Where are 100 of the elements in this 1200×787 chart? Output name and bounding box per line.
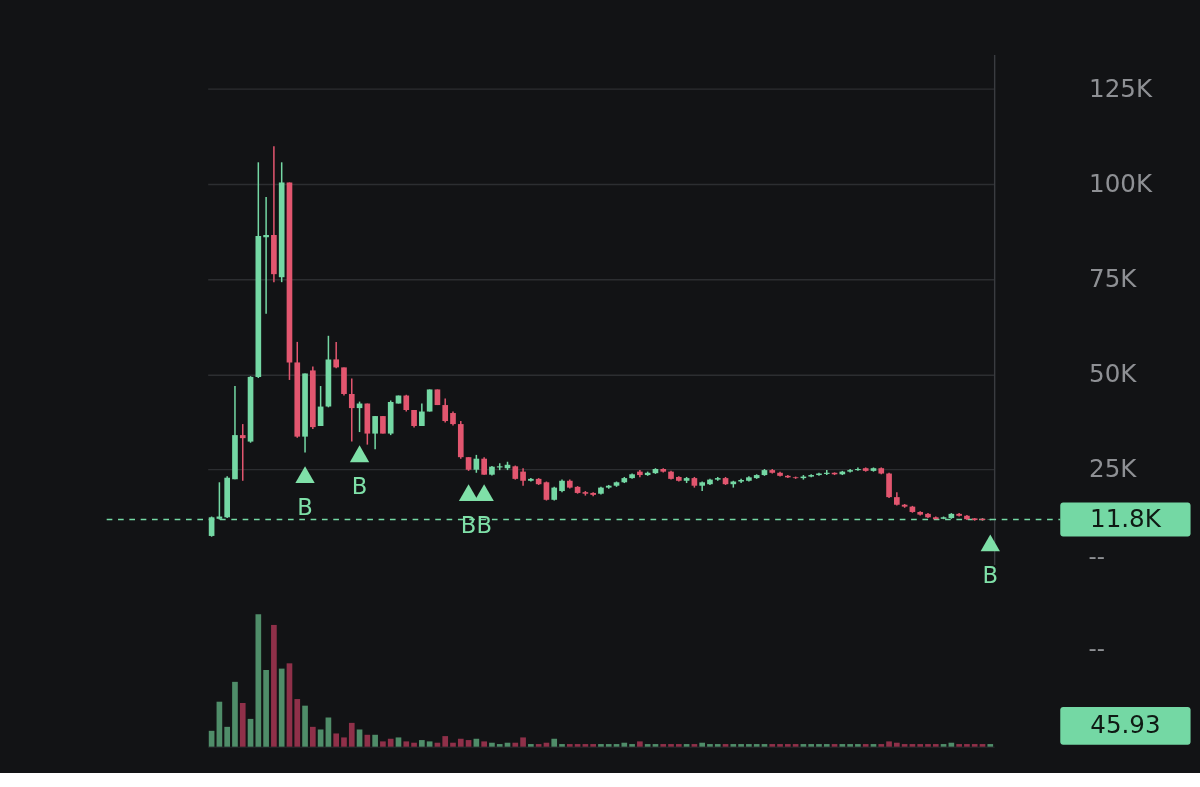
bar <box>372 734 378 747</box>
bar <box>668 744 674 747</box>
bar <box>660 744 667 747</box>
bar <box>948 742 955 747</box>
bar <box>761 744 768 747</box>
bar <box>426 741 433 747</box>
bar <box>691 744 698 747</box>
point <box>295 466 315 484</box>
bar <box>683 744 690 747</box>
bar <box>987 744 994 747</box>
bar <box>271 624 277 747</box>
bar <box>823 744 830 747</box>
bar <box>442 736 449 747</box>
bar <box>496 744 503 747</box>
bar <box>878 744 885 747</box>
bar <box>909 744 916 747</box>
bar <box>901 744 908 747</box>
bar <box>278 668 285 747</box>
text: 45.93 <box>1090 710 1161 740</box>
bar <box>263 669 269 747</box>
bar <box>699 742 706 747</box>
bar <box>785 744 791 747</box>
data-label: B <box>351 473 368 500</box>
bar <box>746 744 752 747</box>
bar <box>411 742 417 747</box>
bar <box>707 744 713 747</box>
bar <box>535 744 542 747</box>
bar <box>629 744 635 747</box>
bar <box>675 744 682 747</box>
candlestick <box>442 397 449 424</box>
data-label: B <box>297 494 313 521</box>
bar <box>621 742 628 747</box>
point <box>474 484 494 501</box>
bar <box>481 741 487 747</box>
bar <box>317 729 324 747</box>
bar <box>512 742 519 747</box>
bar <box>450 742 456 747</box>
bar <box>341 737 347 747</box>
ref-line-label: 11.8K <box>1090 504 1162 534</box>
candlestick <box>426 388 433 413</box>
point <box>458 484 479 501</box>
bar <box>847 744 853 747</box>
bar <box>465 740 472 747</box>
bar <box>769 744 776 747</box>
point <box>349 445 370 463</box>
bar <box>753 744 760 747</box>
candlestick <box>419 402 425 427</box>
data-label: B <box>460 512 477 539</box>
candlestick <box>348 377 355 443</box>
bar <box>232 681 238 747</box>
y-tick-label: 25K <box>1089 454 1138 484</box>
bar <box>738 744 744 747</box>
bar <box>489 742 495 747</box>
text: -- <box>1088 635 1105 662</box>
bar <box>543 742 550 747</box>
bar <box>364 734 371 747</box>
bar <box>644 744 651 747</box>
bar <box>839 744 846 747</box>
bar <box>310 726 316 747</box>
candlestick <box>239 423 246 482</box>
bar <box>964 744 970 747</box>
bar <box>590 744 596 747</box>
bar <box>979 744 986 747</box>
bar <box>598 744 604 747</box>
bar <box>348 722 355 747</box>
data-label: B <box>476 512 492 539</box>
bar <box>714 744 721 747</box>
bar <box>855 744 861 747</box>
y-tick-label: 75K <box>1089 264 1138 294</box>
candlestick <box>372 415 378 450</box>
candlestick <box>333 341 340 369</box>
bar <box>434 742 441 747</box>
bar <box>870 744 877 747</box>
point <box>980 534 1000 552</box>
bar <box>831 744 838 747</box>
bar <box>559 744 565 747</box>
bar <box>605 744 612 747</box>
candlestick <box>855 466 861 472</box>
candlestick <box>823 469 830 476</box>
bar <box>224 726 231 747</box>
bar <box>387 738 394 747</box>
bar <box>940 744 947 747</box>
bar <box>722 744 729 747</box>
bar <box>792 744 799 747</box>
y-tick-label: 50K <box>1089 359 1138 389</box>
bar <box>777 744 783 747</box>
bar <box>886 741 892 747</box>
bar <box>808 744 815 747</box>
bar <box>403 741 410 747</box>
bar <box>894 742 900 747</box>
bar <box>613 744 620 747</box>
candlestick <box>886 472 892 499</box>
bar <box>504 742 511 747</box>
bar <box>971 744 978 747</box>
bar <box>566 744 573 747</box>
bar <box>574 744 581 747</box>
bar <box>528 744 534 747</box>
candlestick <box>263 196 269 315</box>
data-label: B <box>982 562 999 589</box>
bar <box>419 740 425 747</box>
